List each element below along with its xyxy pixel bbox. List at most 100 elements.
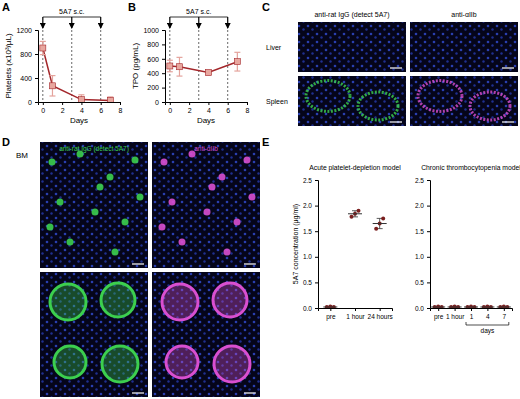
scale-bar <box>244 392 256 393</box>
tick-label: 6 <box>99 107 103 114</box>
tick: 2.5 <box>415 177 430 184</box>
micrograph <box>298 76 406 126</box>
tick: 1 hour <box>346 308 365 320</box>
tick: 600 <box>147 56 165 63</box>
tick: 0 <box>155 99 165 106</box>
stained-cell <box>179 239 186 246</box>
tick-label: 1.5 <box>303 228 312 235</box>
axis: 02468 <box>39 102 123 114</box>
stained-cell <box>67 239 74 246</box>
data-point <box>49 83 55 89</box>
tick: 1.0 <box>303 253 318 260</box>
dose-arrow <box>227 17 228 28</box>
tick-label: 0.0 <box>415 305 424 312</box>
tick-mark <box>487 308 488 311</box>
tick-label: 400 <box>20 75 32 82</box>
tick-mark <box>330 308 331 311</box>
tick: 1.5 <box>303 228 318 235</box>
tick: 0.0 <box>415 305 430 312</box>
dose-arrow <box>42 17 43 28</box>
tick-label: 1 hour <box>346 313 365 320</box>
tick-mark <box>315 257 318 258</box>
error-cap <box>40 41 46 42</box>
mean-line <box>497 306 511 307</box>
error-cap <box>176 75 182 76</box>
mean-line <box>348 213 362 214</box>
row-label: Liver <box>266 44 282 51</box>
tick: 4 <box>207 102 211 114</box>
stained-cell <box>47 224 54 231</box>
micrograph <box>152 272 260 397</box>
error-cap <box>234 52 240 53</box>
tick-mark <box>315 308 318 309</box>
tick-label: 2 <box>188 107 192 114</box>
scale-bar <box>502 121 514 122</box>
data-point <box>78 97 84 102</box>
mean-line <box>431 306 445 307</box>
tick: 4 <box>80 102 84 114</box>
tick-mark <box>162 59 165 60</box>
tick: 800 <box>147 41 165 48</box>
tick: 1.0 <box>415 253 430 260</box>
group-bracket <box>466 322 509 325</box>
tick-mark <box>315 206 318 207</box>
megakaryocyte <box>50 284 86 320</box>
stained-region <box>470 92 510 120</box>
column-label: anti-αIIb <box>451 11 477 18</box>
stained-cell <box>112 249 119 256</box>
stained-cell <box>97 184 104 191</box>
tick: 1.5 <box>415 228 430 235</box>
stained-cell <box>219 174 226 181</box>
data-point <box>234 59 240 65</box>
mean-line <box>323 306 337 307</box>
figure: ABCDE0246804008001200DaysPlatelets (x10³… <box>0 0 520 399</box>
tick-label: 0 <box>41 107 45 114</box>
tick: 0 <box>28 99 38 106</box>
tick-mark <box>189 102 190 105</box>
tick-label: 2.5 <box>415 177 424 184</box>
micrograph <box>152 142 260 268</box>
dose-arrow <box>71 17 72 28</box>
panel-label: D <box>2 136 10 148</box>
stained-cell <box>244 157 251 164</box>
tick-mark <box>35 54 38 55</box>
tick: 6 <box>99 102 103 114</box>
tick-mark <box>162 44 165 45</box>
tick: 0.5 <box>303 279 318 286</box>
tick-mark <box>455 308 456 311</box>
megakaryocyte <box>102 346 138 382</box>
panel-label: C <box>262 1 270 13</box>
error-cap <box>49 75 55 76</box>
tick-label: 1.0 <box>303 253 312 260</box>
tick: 0 <box>41 102 45 114</box>
tick-mark <box>427 206 430 207</box>
tick-mark <box>101 102 102 105</box>
dose-line <box>100 30 101 102</box>
axis-line <box>315 181 319 309</box>
micrograph <box>410 76 518 126</box>
error-cap <box>167 71 173 72</box>
error-cap <box>234 70 240 71</box>
stained-cell <box>57 199 64 206</box>
stained-cell <box>209 184 216 191</box>
error-cap <box>40 54 46 55</box>
tick-label: pre <box>434 313 444 321</box>
stained-cell <box>107 174 114 181</box>
dose-arrow <box>169 17 170 28</box>
tick-mark <box>170 102 171 105</box>
tick-label: 400 <box>147 70 159 77</box>
mean-line <box>480 306 494 307</box>
stained-cell <box>234 219 241 226</box>
tick-label: 800 <box>147 41 159 48</box>
stained-cell <box>169 199 176 206</box>
data-point <box>374 227 378 231</box>
stained-cell <box>92 209 99 216</box>
data-point <box>167 63 173 69</box>
annotation: days <box>481 327 495 335</box>
tick: 0.5 <box>415 279 430 286</box>
tick-mark <box>43 102 44 105</box>
megakaryocyte <box>166 346 198 378</box>
y-axis-title: TPO (pg/mL) <box>131 43 140 90</box>
tick-label: 600 <box>147 56 159 63</box>
panel-label: A <box>2 1 10 13</box>
